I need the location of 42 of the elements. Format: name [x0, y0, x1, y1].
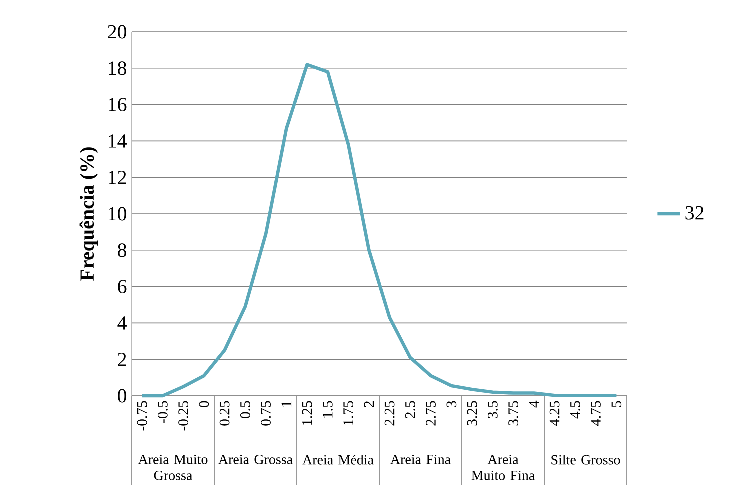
x-tick-label: 2.75 [426, 401, 436, 426]
x-tick-label: 4.5 [570, 401, 580, 419]
x-tick-label: 0.25 [220, 401, 230, 426]
x-tick-label: 2.5 [405, 401, 416, 418]
x-tick-label: 1 [282, 402, 292, 407]
x-tick-label: 0.75 [261, 401, 272, 426]
y-tick-label: 4 [118, 316, 127, 330]
legend-label: 32 [686, 206, 704, 220]
y-tick-label: 20 [108, 25, 127, 39]
x-tick-label: 1.75 [344, 401, 354, 426]
x-tick-label: 4 [529, 400, 540, 408]
x-tick-label: 4.75 [591, 401, 601, 426]
text: Areia Muito Grossa [138, 454, 208, 480]
x-tick-label: -0.25 [178, 401, 189, 431]
y-tick-label: 6 [118, 280, 127, 294]
x-tick-label: 3.75 [508, 401, 519, 426]
text: Areia Muito Fina [472, 454, 535, 480]
x-tick-label: 4.25 [550, 401, 560, 426]
x-tick-label: 3 [446, 401, 457, 408]
y-tick-label: 10 [109, 207, 127, 221]
text: Silte Grosso [552, 454, 620, 465]
x-tick-label: 5 [612, 401, 622, 408]
x-tick-label: 1.5 [322, 401, 333, 418]
y-tick-label: 18 [109, 62, 127, 76]
y-tick-label: 2 [118, 352, 126, 366]
text: Areia Média [302, 454, 374, 465]
text: Areia Fina [390, 454, 451, 464]
x-tick-label: 2 [364, 402, 374, 408]
text: Areia Grossa [218, 454, 293, 464]
x-tick-label: -0.5 [158, 401, 168, 424]
x-tick-label: 0 [199, 401, 210, 408]
x-tick-label: 3.5 [488, 401, 498, 418]
y-axis-title: Frequência (%) [80, 148, 98, 281]
y-tick-label: 16 [109, 98, 127, 112]
x-tick-label: 2.25 [384, 401, 395, 426]
x-tick-label: 3.25 [467, 401, 478, 426]
x-tick-label: -0.75 [137, 401, 148, 431]
x-tick-label: 0.5 [240, 401, 250, 418]
y-tick-label: 12 [109, 170, 126, 184]
x-tick-label: 1.25 [302, 401, 312, 426]
y-tick-label: 8 [118, 244, 127, 258]
y-tick-label: 14 [109, 134, 127, 148]
